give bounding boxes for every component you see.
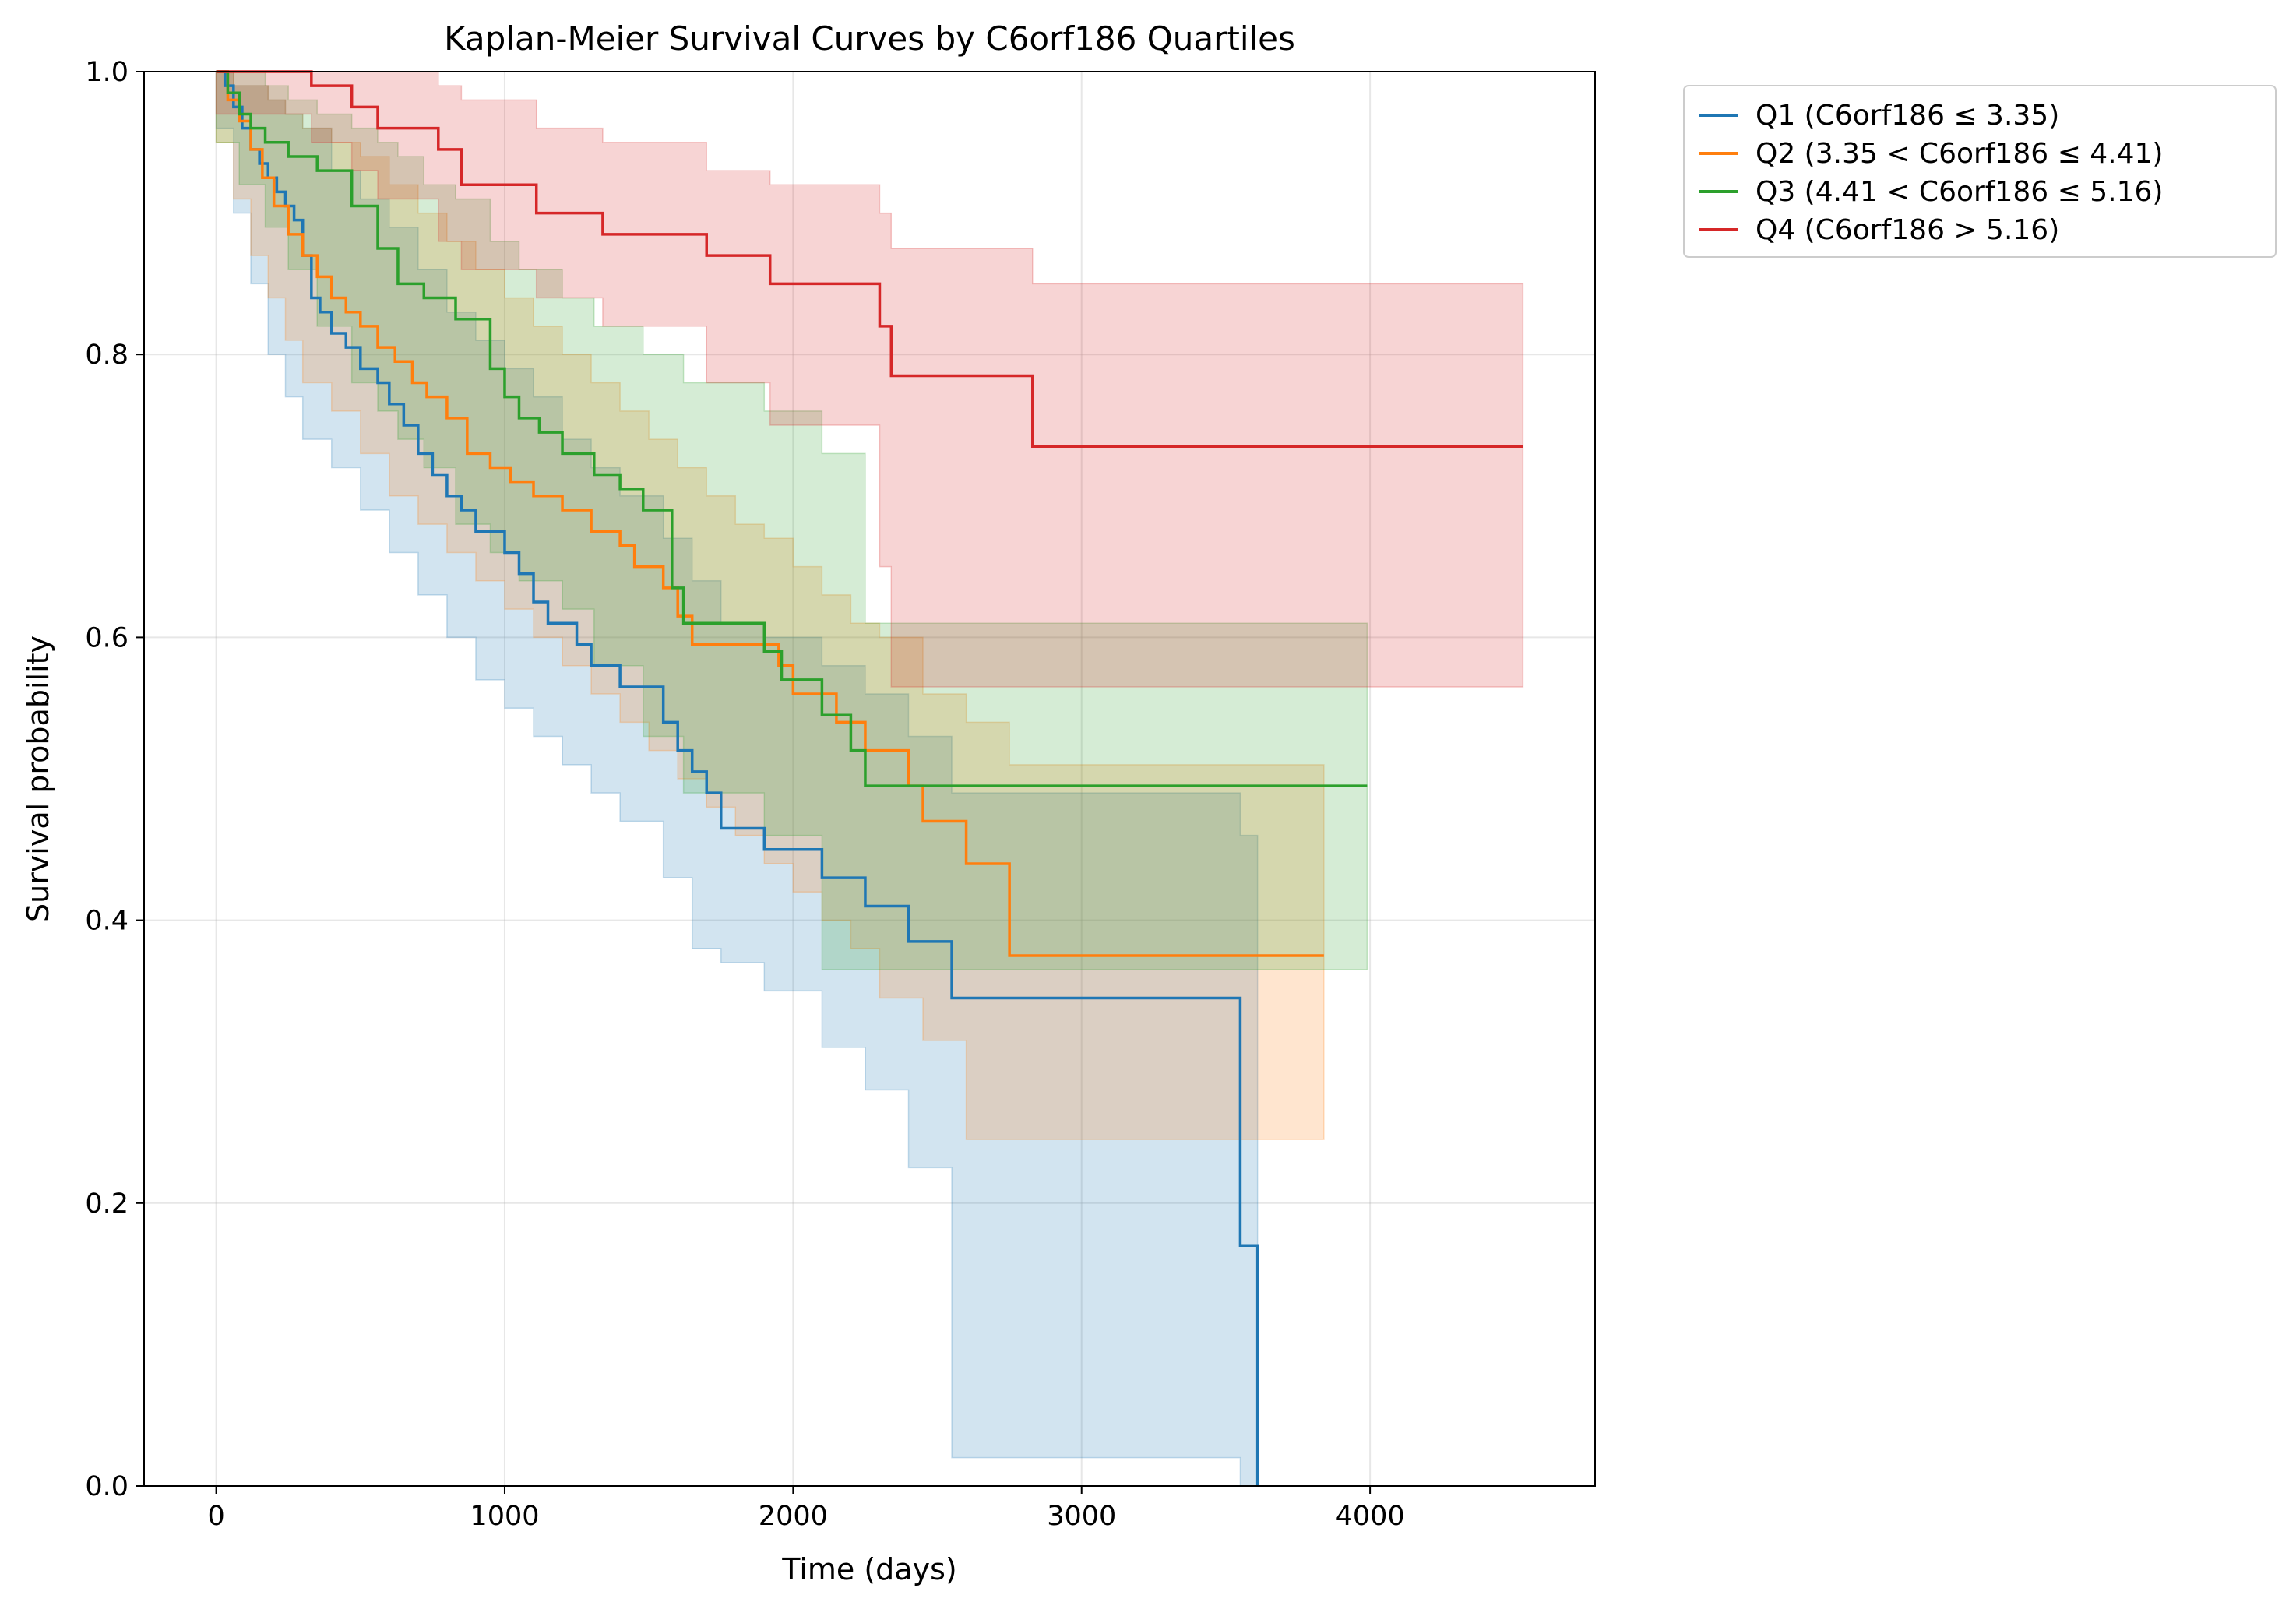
legend-label-q3: Q3 (4.41 < C6orf186 ≤ 5.16): [1755, 176, 2163, 208]
y-tick-label: 1.0: [85, 57, 129, 88]
y-tick-label: 0.8: [85, 340, 129, 371]
ci-band-q3: [215, 71, 1368, 970]
ci-band-q2: [215, 71, 1325, 1140]
legend-box: [1683, 85, 2277, 258]
survival-line-q2: [216, 70, 1324, 957]
confidence-bands: [215, 71, 1524, 1487]
x-tick-label: 1000: [470, 1501, 539, 1532]
y-tick-label: 0.6: [85, 622, 129, 653]
legend-label-q1: Q1 (C6orf186 ≤ 3.35): [1755, 100, 2059, 132]
x-tick-label: 3000: [1047, 1501, 1116, 1532]
axis-ticks: 0 1000 2000 3000 4000 0.0 0.2 0.4 0.6 0.8 1.0: [85, 57, 1404, 1532]
legend-label-q4: Q4 (C6orf186 > 5.16): [1755, 214, 2059, 246]
plot-frame: [143, 71, 1596, 1487]
survival-line-q4: [216, 70, 1523, 448]
x-axis-label: Time (days): [781, 1552, 956, 1586]
x-tick-label: 4000: [1336, 1501, 1405, 1532]
legend-label-q2: Q2 (3.35 < C6orf186 ≤ 4.41): [1755, 138, 2163, 170]
chart-title: Kaplan-Meier Survival Curves by C6orf186…: [444, 19, 1295, 58]
ci-band-q4: [215, 71, 1524, 688]
survival-line-q3: [216, 70, 1368, 787]
x-tick-label: 0: [207, 1501, 224, 1532]
y-tick-label: 0.0: [85, 1471, 129, 1502]
survival-lines: [216, 70, 1523, 1486]
legend: Q1 (C6orf186 ≤ 3.35) Q2 (3.35 < C6orf186 …: [1683, 85, 2277, 258]
y-tick-label: 0.4: [85, 906, 129, 937]
survival-line-q1: [216, 70, 1259, 1486]
x-tick-label: 2000: [759, 1501, 828, 1532]
y-tick-label: 0.2: [85, 1188, 129, 1220]
y-axis-label: Survival probability: [21, 636, 55, 922]
